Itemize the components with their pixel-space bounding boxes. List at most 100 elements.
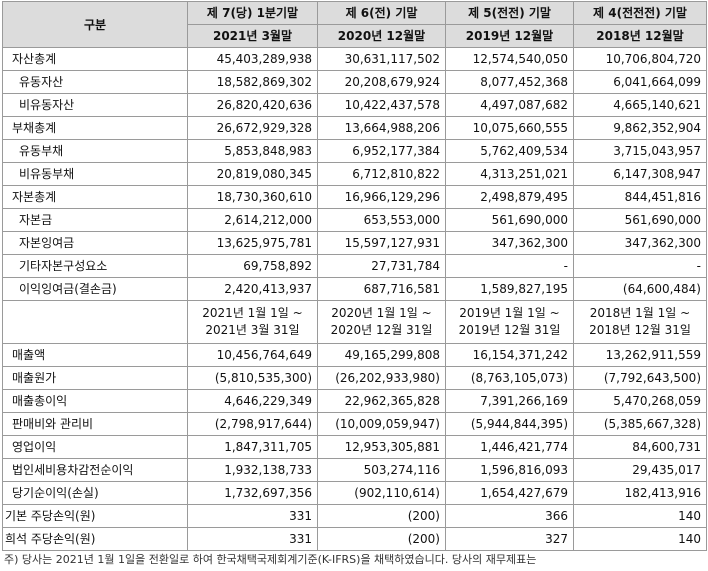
value-cell: 1,847,311,705 bbox=[187, 435, 318, 459]
value-cell: 4,313,251,021 bbox=[445, 162, 574, 186]
period-range-cell: 2020년 1월 1일 ~ 2020년 12월 31일 bbox=[317, 300, 446, 344]
value-cell: 1,589,827,195 bbox=[445, 277, 574, 301]
value-cell: 22,962,365,828 bbox=[317, 389, 446, 413]
row-label: 비유동자산 bbox=[2, 93, 188, 117]
value-cell: (5,385,667,328) bbox=[573, 412, 707, 436]
row-label: 자본총계 bbox=[2, 185, 188, 209]
value-cell: 30,631,117,502 bbox=[317, 47, 446, 71]
period-range-blank bbox=[2, 300, 188, 344]
value-cell: 18,582,869,302 bbox=[187, 70, 318, 94]
value-cell: 10,456,764,649 bbox=[187, 343, 318, 367]
value-cell: (200) bbox=[317, 527, 446, 551]
balance-row: 비유동부채 20,819,080,345 6,712,810,822 4,313,25… bbox=[2, 162, 707, 186]
period-range-line: 2019년 12월 31일 bbox=[458, 323, 561, 337]
value-cell: (64,600,484) bbox=[573, 277, 707, 301]
value-cell: 3,715,043,957 bbox=[573, 139, 707, 163]
period-header: 제 5(전전) 기말 bbox=[445, 1, 574, 25]
row-label: 법인세비용차감전순이익 bbox=[2, 458, 188, 482]
period-range-cell: 2019년 1월 1일 ~ 2019년 12월 31일 bbox=[445, 300, 574, 344]
value-cell: 182,413,916 bbox=[573, 481, 707, 505]
value-cell: 6,041,664,099 bbox=[573, 70, 707, 94]
value-cell: 653,553,000 bbox=[317, 208, 446, 232]
value-cell: 16,154,371,242 bbox=[445, 343, 574, 367]
value-cell: 5,762,409,534 bbox=[445, 139, 574, 163]
income-row: 매출총이익 4,646,229,349 22,962,365,828 7,391,26… bbox=[2, 389, 707, 413]
value-cell: 49,165,299,808 bbox=[317, 343, 446, 367]
period-range-line: 2020년 1월 1일 ~ bbox=[331, 306, 432, 320]
value-cell: 9,862,352,904 bbox=[573, 116, 707, 140]
date-header: 2018년 12월말 bbox=[573, 24, 707, 48]
row-label: 비유동부채 bbox=[2, 162, 188, 186]
row-label: 당기순이익(손실) bbox=[2, 481, 188, 505]
value-cell: 4,497,087,682 bbox=[445, 93, 574, 117]
date-header: 2020년 12월말 bbox=[317, 24, 446, 48]
row-label: 매출원가 bbox=[2, 366, 188, 390]
balance-row: 자본총계 18,730,360,610 16,966,129,296 2,498,87… bbox=[2, 185, 707, 209]
income-row: 기본 주당손익(원) 331 (200) 366 140 bbox=[2, 504, 707, 528]
value-cell: 20,208,679,924 bbox=[317, 70, 446, 94]
income-row: 판매비와 관리비 (2,798,917,644) (10,009,059,947)(… bbox=[2, 412, 707, 436]
value-cell: 6,952,177,384 bbox=[317, 139, 446, 163]
value-cell: 13,262,911,559 bbox=[573, 343, 707, 367]
value-cell: 561,690,000 bbox=[573, 208, 707, 232]
income-row: 매출원가 (5,810,535,300) (26,202,933,980) (8,76… bbox=[2, 366, 707, 390]
income-row: 영업이익 1,847,311,705 12,953,305,881 1,446,421… bbox=[2, 435, 707, 459]
period-header: 제 6(전) 기말 bbox=[317, 1, 446, 25]
value-cell: 26,820,420,636 bbox=[187, 93, 318, 117]
value-cell: 561,690,000 bbox=[445, 208, 574, 232]
value-cell: (26,202,933,980) bbox=[317, 366, 446, 390]
value-cell: 10,706,804,720 bbox=[573, 47, 707, 71]
balance-row: 유동자산 18,582,869,302 20,208,679,924 8,077,45… bbox=[2, 70, 707, 94]
value-cell: 4,665,140,621 bbox=[573, 93, 707, 117]
value-cell: 10,075,660,555 bbox=[445, 116, 574, 140]
row-label: 매출액 bbox=[2, 343, 188, 367]
value-cell: 10,422,437,578 bbox=[317, 93, 446, 117]
period-range-row: 2021년 1월 1일 ~2021년 3월 31일 2020년 1월 1일 ~20… bbox=[2, 300, 707, 344]
row-label: 기본 주당손익(원) bbox=[2, 504, 188, 528]
value-cell: 2,498,879,495 bbox=[445, 185, 574, 209]
date-header: 2019년 12월말 bbox=[445, 24, 574, 48]
value-cell: (902,110,614) bbox=[317, 481, 446, 505]
value-cell: 6,712,810,822 bbox=[317, 162, 446, 186]
value-cell: (2,798,917,644) bbox=[187, 412, 318, 436]
value-cell: (5,944,844,395) bbox=[445, 412, 574, 436]
value-cell: - bbox=[445, 254, 574, 278]
period-range-cell: 2021년 1월 1일 ~ 2021년 3월 31일 bbox=[187, 300, 318, 344]
value-cell: 366 bbox=[445, 504, 574, 528]
balance-row: 자본금 2,614,212,000 653,553,000 561,690,000 56… bbox=[2, 208, 707, 232]
row-label: 유동자산 bbox=[2, 70, 188, 94]
value-cell: (8,763,105,073) bbox=[445, 366, 574, 390]
row-label: 자산총계 bbox=[2, 47, 188, 71]
row-label: 유동부채 bbox=[2, 139, 188, 163]
value-cell: 1,596,816,093 bbox=[445, 458, 574, 482]
value-cell: 1,732,697,356 bbox=[187, 481, 318, 505]
value-cell: 26,672,929,328 bbox=[187, 116, 318, 140]
period-range-line: 2018년 12월 31일 bbox=[589, 323, 691, 337]
value-cell: 2,420,413,937 bbox=[187, 277, 318, 301]
header-row-periods: 구분 제 7(당) 1분기말 제 6(전) 기말 제 5(전전) 기말 제 4(… bbox=[2, 1, 707, 48]
value-cell: 844,451,816 bbox=[573, 185, 707, 209]
value-cell: 687,716,581 bbox=[317, 277, 446, 301]
value-cell: 6,147,308,947 bbox=[573, 162, 707, 186]
period-range-line: 2018년 1월 1일 ~ bbox=[589, 306, 691, 320]
value-cell: 2,614,212,000 bbox=[187, 208, 318, 232]
date-header: 2021년 3월말 bbox=[187, 24, 318, 48]
row-label: 이익잉여금(결손금) bbox=[2, 277, 188, 301]
value-cell: 12,574,540,050 bbox=[445, 47, 574, 71]
balance-row: 유동부채 5,853,848,983 6,952,177,384 5,762,409,… bbox=[2, 139, 707, 163]
row-label: 희석 주당손익(원) bbox=[2, 527, 188, 551]
income-row: 매출액 10,456,764,649 49,165,299,808 16,154,37… bbox=[2, 343, 707, 367]
row-label: 기타자본구성요소 bbox=[2, 254, 188, 278]
row-label: 영업이익 bbox=[2, 435, 188, 459]
value-cell: (7,792,643,500) bbox=[573, 366, 707, 390]
income-row: 당기순이익(손실) 1,732,697,356 (902,110,614) 1,654… bbox=[2, 481, 707, 505]
value-cell: 347,362,300 bbox=[573, 231, 707, 255]
value-cell: 327 bbox=[445, 527, 574, 551]
value-cell: - bbox=[573, 254, 707, 278]
value-cell: 331 bbox=[187, 504, 318, 528]
income-row: 법인세비용차감전순이익 1,932,138,733 503,274,116 1,596… bbox=[2, 458, 707, 482]
period-range-cell: 2018년 1월 1일 ~ 2018년 12월 31일 bbox=[573, 300, 707, 344]
value-cell: 84,600,731 bbox=[573, 435, 707, 459]
financial-summary-table: 구분 제 7(당) 1분기말 제 6(전) 기말 제 5(전전) 기말 제 4(… bbox=[2, 1, 707, 551]
value-cell: 140 bbox=[573, 527, 707, 551]
